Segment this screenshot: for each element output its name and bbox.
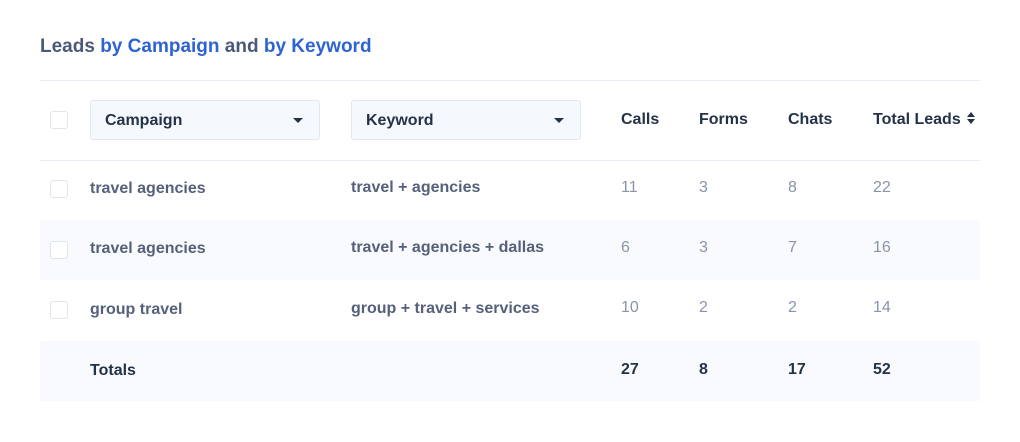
campaign-dropdown[interactable]: Campaign [90,100,320,140]
page-title: Leads by Campaign and by Keyword [40,36,372,58]
calls-cell: 11 [621,179,638,196]
leads-total: 52 [873,361,891,378]
table-header: Campaign Keyword Calls Forms Chats Total… [40,81,980,160]
chats-column-header: Chats [788,111,833,128]
keyword-dropdown[interactable]: Keyword [351,100,581,140]
total-cell: 22 [873,179,891,196]
forms-cell: 2 [699,299,708,316]
chevron-down-icon [554,118,564,123]
keyword-cell: travel + agencies [351,179,481,196]
table-row: group travel group + travel + services 1… [40,280,980,340]
keyword-cell: travel + agencies + dallas [351,239,545,256]
chevron-down-icon [293,118,303,123]
by-keyword-link[interactable]: by Keyword [263,36,372,57]
title-joiner: and [224,36,259,57]
calls-total: 27 [621,361,639,378]
chats-total: 17 [788,361,806,378]
top-divider [40,80,980,81]
calls-cell: 10 [621,299,639,316]
totals-row: Totals 27 8 17 52 [40,341,980,401]
forms-column-header: Forms [699,111,748,128]
title-prefix: Leads [40,36,95,57]
totals-label: Totals [90,362,136,379]
total-cell: 16 [873,239,891,256]
keyword-dropdown-label: Keyword [366,112,434,129]
by-campaign-link[interactable]: by Campaign [100,36,220,57]
campaign-cell: travel agencies [90,180,206,197]
calls-cell: 6 [621,239,630,256]
select-all-checkbox[interactable] [50,111,68,129]
keyword-cell: group + travel + services [351,300,540,317]
forms-total: 8 [699,361,708,378]
total-leads-column-header[interactable]: Total Leads [873,111,976,129]
total-leads-header-label: Total Leads [873,111,961,128]
campaign-cell: group travel [90,301,183,318]
row-checkbox[interactable] [50,180,68,198]
row-checkbox[interactable] [50,301,68,319]
forms-cell: 3 [699,239,708,256]
campaign-dropdown-label: Campaign [105,112,183,129]
calls-column-header: Calls [621,111,660,128]
header-divider [40,160,980,161]
total-cell: 14 [873,299,891,316]
campaign-cell: travel agencies [90,240,206,257]
chats-cell: 2 [788,299,797,316]
chats-cell: 8 [788,179,797,196]
table-row: travel agencies travel + agencies 11 3 8… [40,160,980,220]
forms-cell: 3 [699,179,708,196]
row-checkbox[interactable] [50,241,68,259]
sort-icon[interactable] [966,111,976,125]
table-row: travel agencies travel + agencies + dall… [40,220,980,280]
chats-cell: 7 [788,239,797,256]
